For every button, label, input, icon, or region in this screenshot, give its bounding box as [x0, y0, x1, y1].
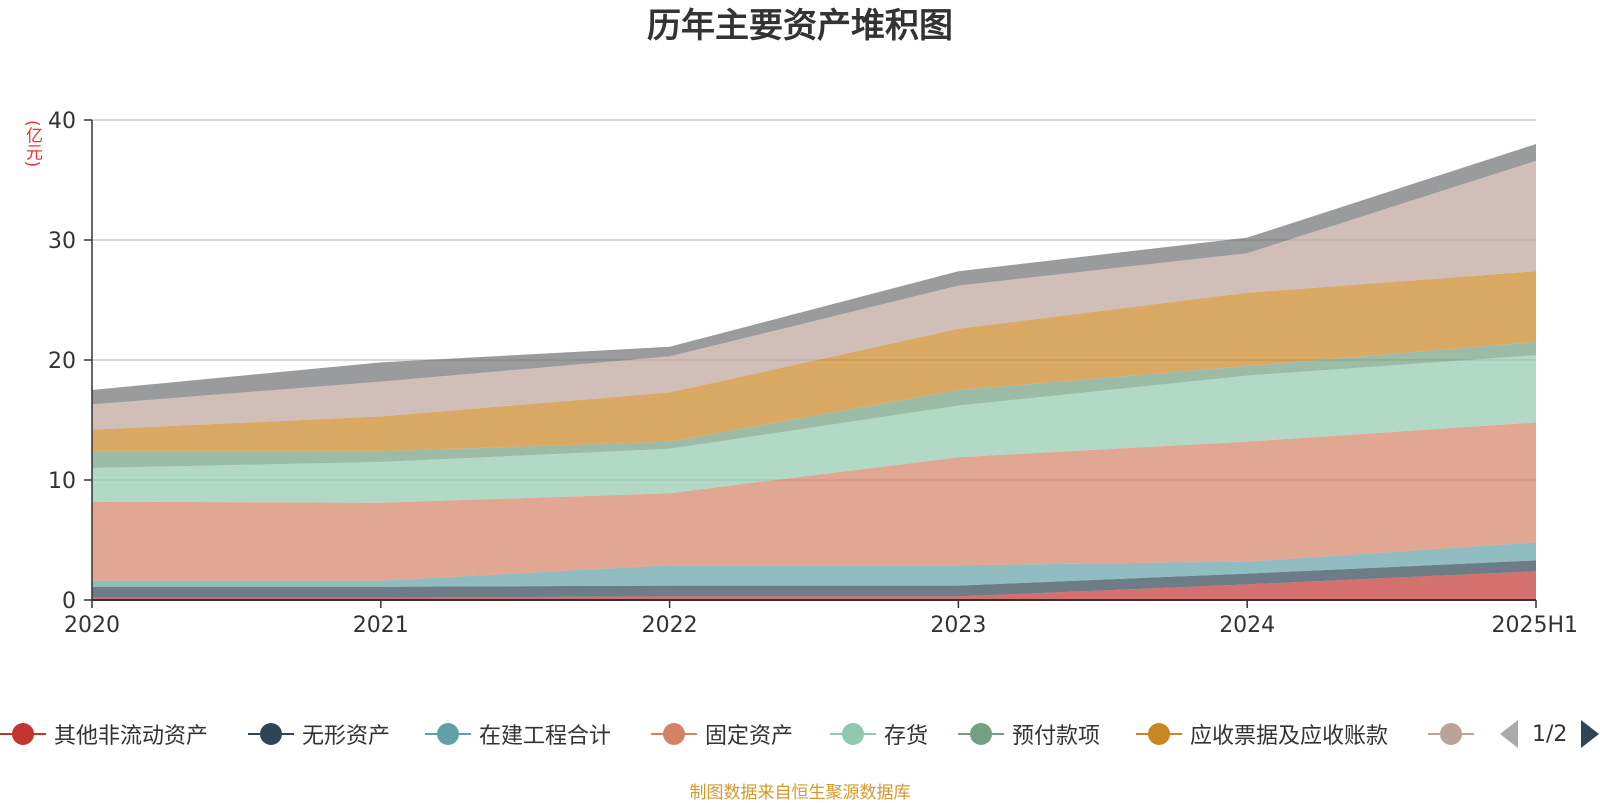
legend-page-indicator: 1/2 — [1532, 721, 1568, 747]
legend-marker-icon — [425, 716, 471, 752]
legend-label: 其他非流动资产 — [54, 724, 209, 749]
legend-item[interactable]: 预付款项 — [958, 716, 1100, 752]
area-series-6 — [92, 271, 1536, 452]
legend-next-page-icon[interactable] — [1581, 720, 1600, 748]
legend-item[interactable]: 应收票据及应收账款 — [1136, 716, 1388, 752]
legend-marker-icon — [651, 716, 697, 752]
legend-marker-icon — [1428, 716, 1474, 752]
y-tick-label: 30 — [48, 229, 76, 254]
legend-marker-icon — [0, 716, 46, 752]
legend-label: 在建工程合计 — [479, 724, 612, 749]
legend-label: 固定资产 — [705, 724, 794, 749]
legend-item[interactable] — [1428, 716, 1474, 752]
x-tick-label: 2021 — [353, 613, 409, 638]
legend: 其他非流动资产 无形资产 在建工程合计 固定资产 存货 预付款项 应收票据及应收账款 — [0, 716, 1600, 752]
legend-marker-icon — [248, 716, 294, 752]
legend-marker-icon — [1136, 716, 1182, 752]
x-tick-label: 2024 — [1219, 613, 1275, 638]
legend-label: 应收票据及应收账款 — [1190, 724, 1389, 749]
legend-label: 预付款项 — [1012, 724, 1101, 749]
y-tick-label: 20 — [48, 349, 76, 374]
legend-label: 无形资产 — [302, 724, 391, 749]
legend-label: 存货 — [884, 724, 929, 749]
area-series-2 — [92, 542, 1536, 587]
x-tick-label: 2023 — [930, 613, 986, 638]
legend-marker-icon — [958, 716, 1004, 752]
data-source-note: 制图数据来自恒生聚源数据库 — [689, 783, 911, 803]
x-tick-label: 2020 — [64, 613, 120, 638]
area-series-8 — [92, 144, 1536, 405]
legend-prev-page-icon[interactable] — [1500, 720, 1518, 748]
x-tick-label: 2025H1 — [1491, 613, 1578, 638]
area-series-0 — [92, 571, 1536, 600]
area-series — [92, 144, 1536, 600]
chart-title: 历年主要资产堆积图 — [647, 6, 953, 46]
area-series-4 — [92, 355, 1536, 503]
y-tick-label: 0 — [62, 589, 76, 614]
legend-pager: 1/2 — [1500, 716, 1600, 752]
legend-item[interactable]: 固定资产 — [651, 716, 793, 752]
x-tick-label: 2022 — [642, 613, 698, 638]
area-series-7 — [92, 160, 1536, 430]
y-tick-label: 10 — [48, 469, 76, 494]
legend-item[interactable]: 无形资产 — [248, 716, 390, 752]
y-axis-unit-label: (亿元) — [22, 120, 42, 168]
area-series-5 — [92, 342, 1536, 468]
legend-marker-icon — [830, 716, 876, 752]
axes: 0 10 20 30 40 2020 2021 2022 2023 2024 2025H1 — [48, 109, 1578, 638]
area-series-1 — [92, 560, 1536, 598]
area-series-3 — [92, 422, 1536, 581]
legend-item[interactable]: 其他非流动资产 — [0, 716, 208, 752]
legend-item[interactable]: 存货 — [830, 716, 928, 752]
stacked-area-chart: 0 10 20 30 40 2020 2021 2022 2023 2024 2025H1 — [48, 109, 1578, 638]
legend-item[interactable]: 在建工程合计 — [425, 716, 611, 752]
y-tick-label: 40 — [48, 109, 76, 134]
